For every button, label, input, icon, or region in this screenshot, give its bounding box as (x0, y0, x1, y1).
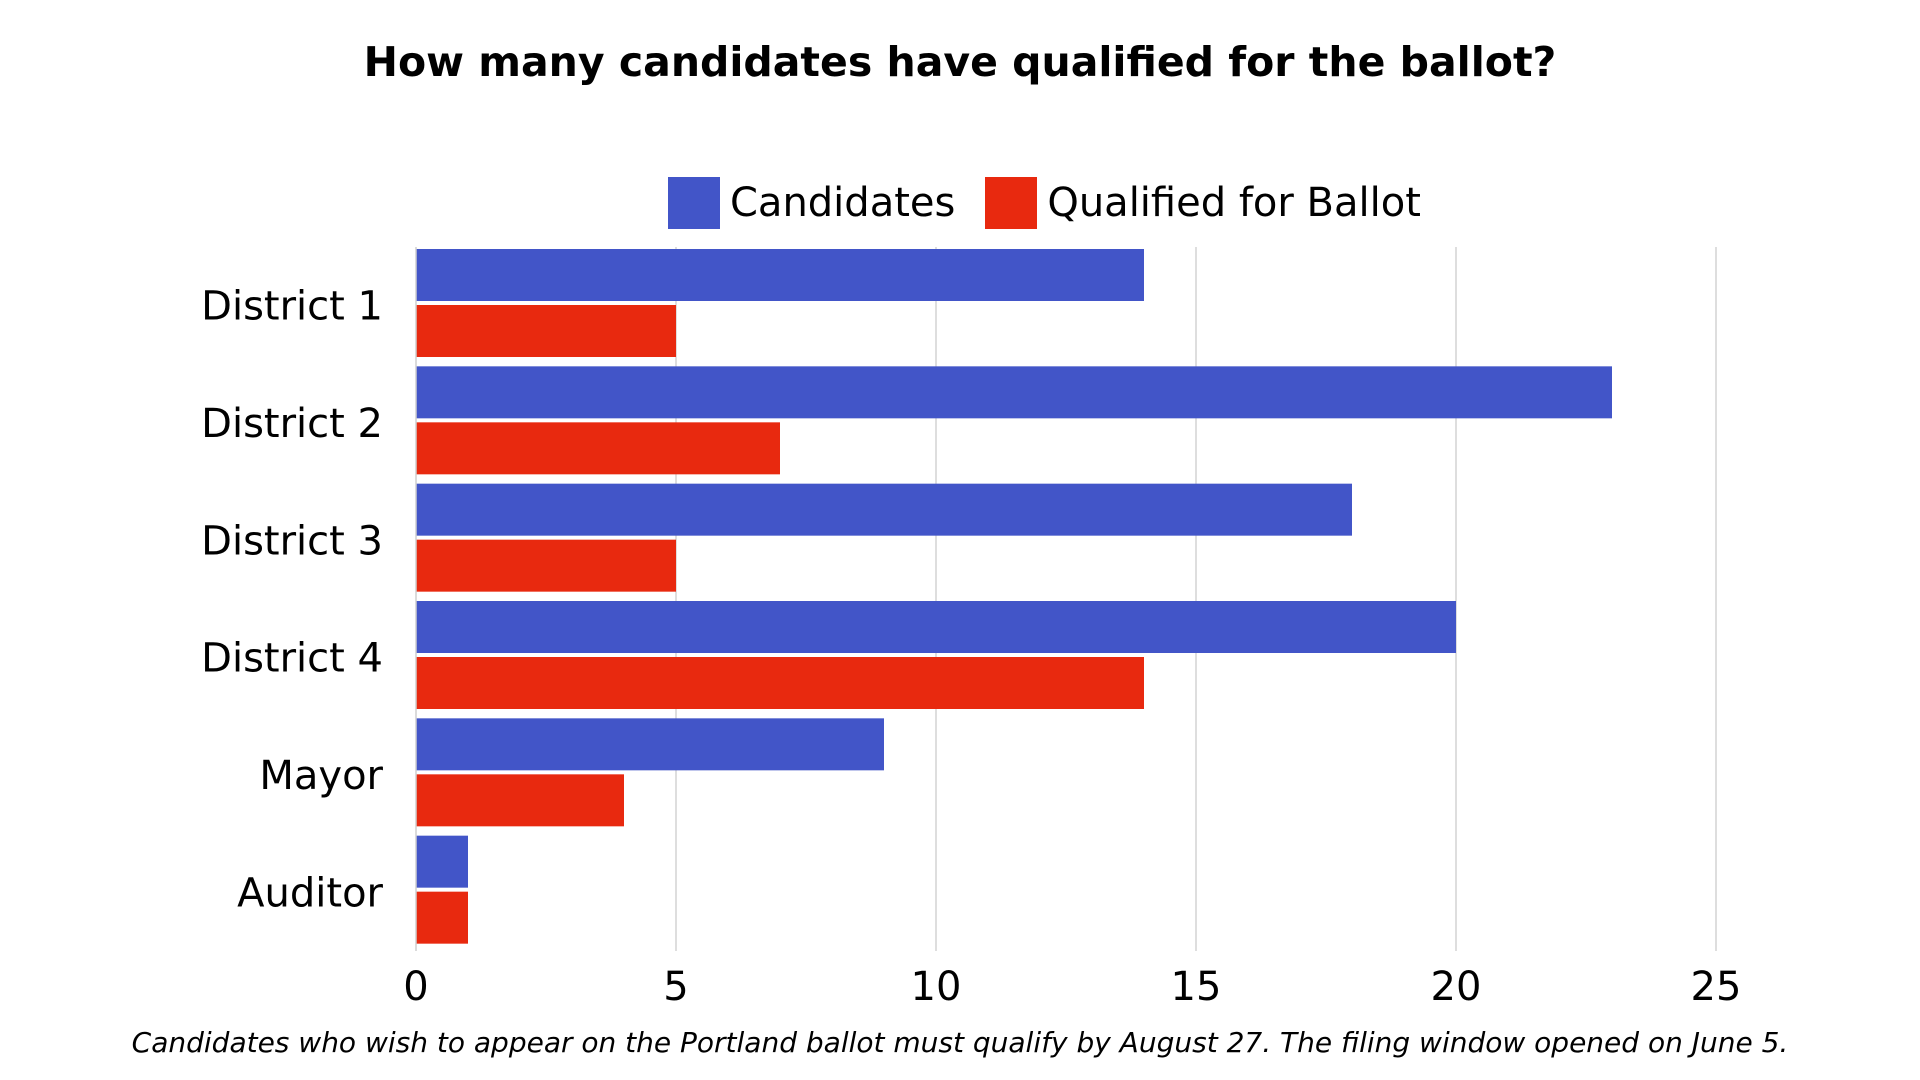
category-label: District 3 (201, 518, 383, 564)
bar-candidates (416, 601, 1456, 653)
bar-qualified (416, 422, 780, 475)
bar-candidates (416, 835, 468, 888)
legend-label-qualified: Qualified for Ballot (1047, 180, 1421, 226)
x-tick-label: 15 (1171, 964, 1222, 1010)
bars (416, 249, 1612, 944)
bar-qualified (416, 657, 1144, 709)
axes: 0 5 10 15 20 25 District 1 District 2 District 3… (201, 247, 1741, 1010)
bar-candidates (416, 483, 1352, 536)
bar-qualified (416, 774, 624, 827)
category-label: District 2 (201, 401, 383, 447)
category-label: District 4 (201, 636, 383, 682)
gridlines (675, 247, 1717, 951)
category-label: Auditor (237, 870, 383, 916)
x-tick-label: 5 (663, 964, 688, 1010)
category-label: District 1 (201, 284, 383, 330)
category-label: Mayor (259, 753, 383, 799)
bar-qualified (416, 891, 468, 944)
bar-qualified (416, 539, 676, 592)
bar-candidates (416, 366, 1612, 419)
x-tick-label: 25 (1691, 964, 1742, 1010)
legend-item-qualified: Qualified for Ballot (985, 177, 1421, 229)
x-tick-label: 0 (403, 964, 428, 1010)
x-tick-label: 10 (911, 964, 962, 1010)
legend-swatch-qualified (985, 177, 1038, 229)
bar-qualified (416, 305, 676, 357)
bar-candidates (416, 718, 884, 771)
x-tick-label: 20 (1431, 964, 1482, 1010)
legend: Candidates Qualified for Ballot (668, 176, 1451, 230)
legend-swatch-candidates (668, 177, 720, 229)
chart-footnote: Candidates who wish to appear on the Por… (131, 1026, 1789, 1059)
legend-label-candidates: Candidates (730, 180, 956, 226)
chart-title: How many candidates have qualified for t… (363, 38, 1557, 86)
legend-item-candidates: Candidates (668, 177, 955, 229)
bar-candidates (416, 249, 1144, 301)
